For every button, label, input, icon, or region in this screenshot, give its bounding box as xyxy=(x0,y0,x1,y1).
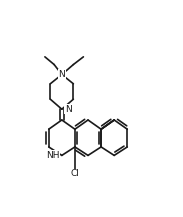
Text: N: N xyxy=(58,70,65,79)
Text: N: N xyxy=(65,105,72,114)
Text: Cl: Cl xyxy=(70,169,79,178)
Text: NH: NH xyxy=(46,151,59,160)
